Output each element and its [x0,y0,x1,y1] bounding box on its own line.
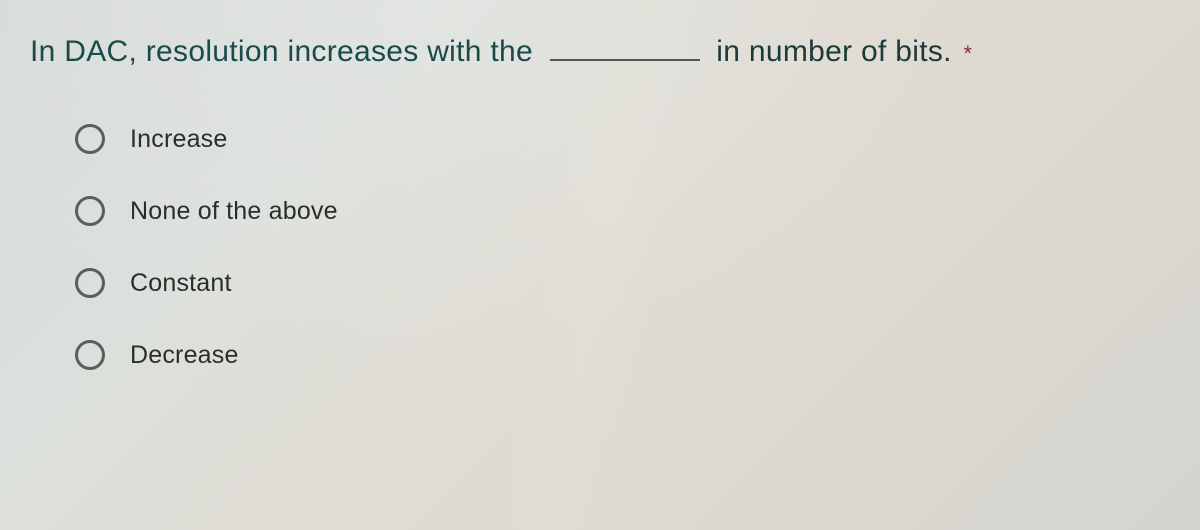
question-form: In DAC, resolution increases with the in… [30,35,1170,370]
question-text-before: In DAC, resolution increases with the [30,35,533,68]
options-group: Increase None of the above Constant Decr… [30,124,1170,370]
radio-icon [75,268,105,298]
option-decrease[interactable]: Decrease [75,340,1170,370]
question-prompt: In DAC, resolution increases with the in… [30,35,1170,69]
option-label: Constant [130,269,232,298]
fill-in-blank [550,57,700,61]
option-label: Decrease [130,341,239,370]
radio-icon [75,340,105,370]
option-increase[interactable]: Increase [75,124,1170,154]
radio-icon [75,196,105,226]
option-label: Increase [130,125,228,154]
radio-icon [75,124,105,154]
option-label: None of the above [130,197,338,226]
option-none-of-the-above[interactable]: None of the above [75,196,1170,226]
option-constant[interactable]: Constant [75,268,1170,298]
required-marker: * [963,41,972,66]
question-text-after: in number of bits. [716,35,952,68]
